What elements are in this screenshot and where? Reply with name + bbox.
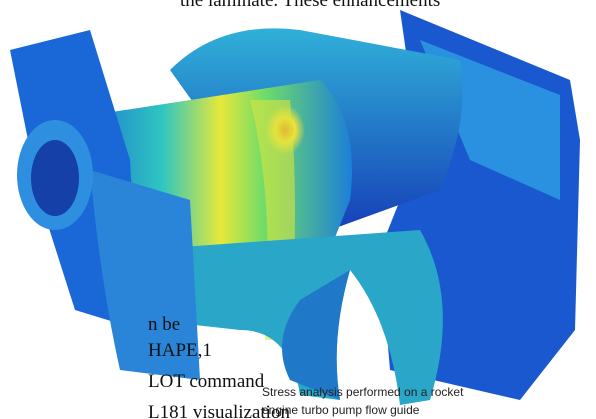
body-line: L181 visualization bbox=[148, 402, 290, 419]
lower-fin-inner bbox=[282, 270, 350, 400]
body-line: n be bbox=[148, 314, 181, 335]
left-fin bbox=[90, 170, 200, 380]
tube-inner bbox=[31, 140, 79, 216]
body-line: the laminate. These enhancements bbox=[180, 0, 441, 11]
body-line: HAPE,1 bbox=[148, 340, 212, 361]
caption: Stress analysis performed on a rocket bbox=[262, 385, 464, 399]
body-line: LOT command bbox=[148, 371, 265, 392]
caption: engine turbo pump flow guide bbox=[262, 403, 420, 417]
